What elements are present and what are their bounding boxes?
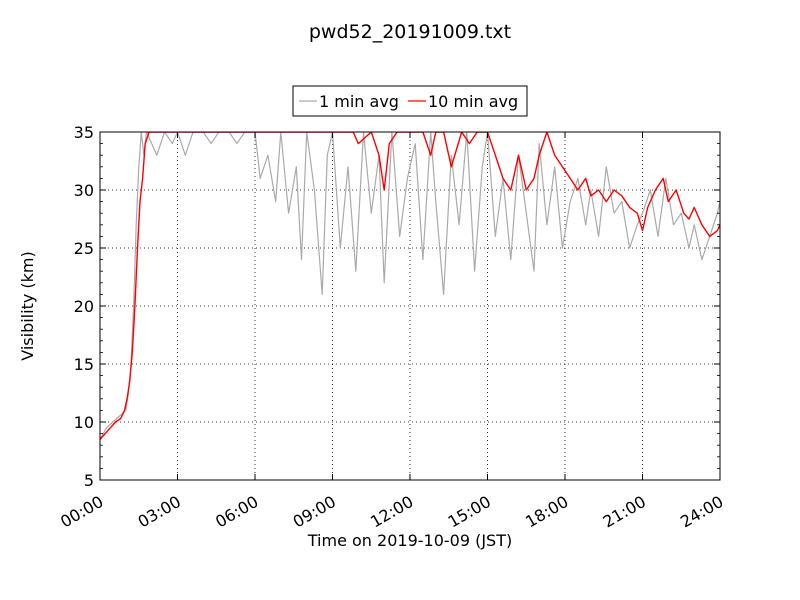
x-tick-label: 15:00: [445, 492, 494, 532]
series-line-1-min-avg: [100, 132, 720, 440]
legend-label-10-min-avg: 10 min avg: [428, 92, 518, 111]
y-axis-label: Visibility (km): [18, 251, 37, 360]
chart-title: pwd52_20191009.txt: [309, 21, 511, 43]
y-tick-label: 35: [74, 123, 94, 142]
y-tick-label: 15: [74, 355, 94, 374]
x-tick-label: 00:00: [57, 492, 106, 532]
grid: [100, 132, 720, 480]
series-line-10-min-avg: [100, 132, 720, 440]
x-tick-label: 12:00: [367, 492, 416, 532]
y-tick-label: 5: [84, 471, 94, 490]
x-tick-label: 21:00: [600, 492, 649, 532]
x-tick-label: 09:00: [290, 492, 339, 532]
y-tick-label: 25: [74, 239, 94, 258]
y-tick-label: 10: [74, 413, 94, 432]
series-layer: [100, 132, 720, 440]
legend-label-1-min-avg: 1 min avg: [319, 92, 399, 111]
x-axis-label: Time on 2019-10-09 (JST): [307, 531, 512, 550]
x-tick-label: 24:00: [677, 492, 726, 532]
x-tick-label: 06:00: [212, 492, 261, 532]
y-tick-label: 20: [74, 297, 94, 316]
x-tick-label: 03:00: [135, 492, 184, 532]
x-tick-label: 18:00: [522, 492, 571, 532]
y-tick-label: 30: [74, 181, 94, 200]
legend: 1 min avg 10 min avg: [292, 85, 528, 117]
